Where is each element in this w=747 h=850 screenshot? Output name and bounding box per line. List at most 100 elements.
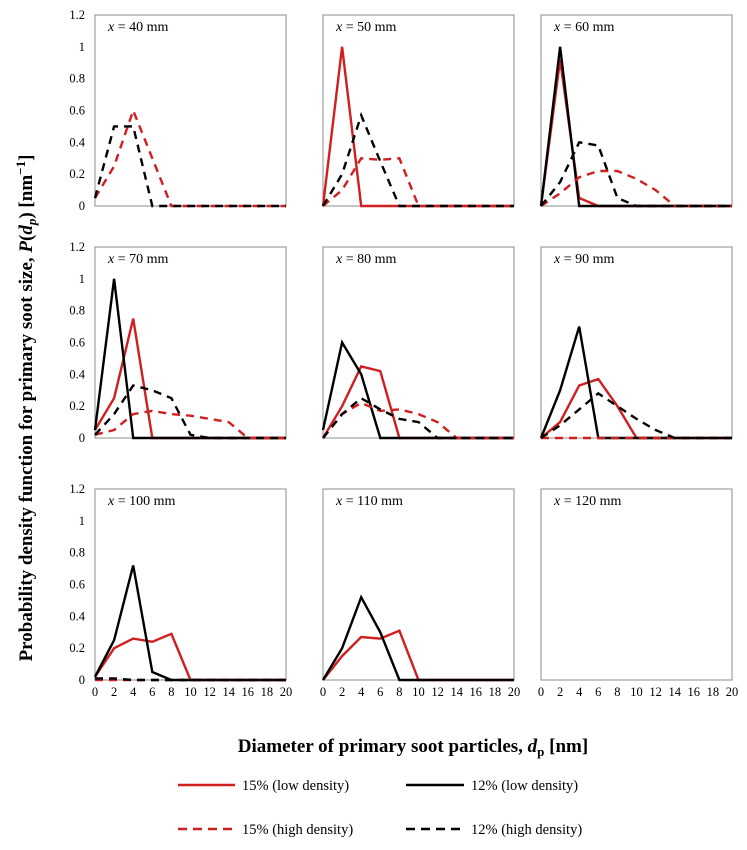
x-axis-title: Diameter of primary soot particles, dp [… (238, 736, 588, 759)
x-tick-label: 6 (595, 685, 601, 699)
y-tick-label: 0.2 (69, 167, 85, 181)
y-tick-label: 0.4 (69, 135, 85, 149)
x-tick-label: 4 (358, 685, 365, 699)
y-tick-label: 0.2 (69, 399, 85, 413)
x-tick-label: 18 (261, 685, 274, 699)
x-tick-label: 8 (168, 685, 174, 699)
panel-grid: 0 0.2 0.4 0.6 0.8 1 1.2 x = 40 mm x = 50 mm x = 6… (69, 8, 738, 699)
y-tick-label: 0.2 (69, 641, 85, 655)
series-line (94, 384, 286, 440)
y-tick-label: 0 (79, 673, 85, 687)
series-line (539, 326, 732, 440)
series-line (93, 318, 286, 440)
x-tick-label: 2 (339, 685, 345, 699)
x-tick-label: 6 (149, 685, 155, 699)
panel-frame (540, 488, 733, 681)
panel-frame (540, 246, 733, 439)
series-line (321, 46, 514, 208)
x-tick-label: 6 (377, 685, 383, 699)
series-line (540, 391, 732, 440)
y-axis-title: Probability density function for primary… (13, 155, 39, 662)
y-tick-label: 1 (79, 40, 85, 54)
panel-label: x = 80 mm (335, 252, 397, 267)
panel-5: x = 80 mm (321, 246, 515, 440)
x-tick-label: 10 (184, 685, 197, 699)
x-tick-label: 12 (649, 685, 662, 699)
series-line (540, 377, 732, 440)
panel-label: x = 100 mm (107, 494, 176, 509)
x-tick-label: 12 (431, 685, 444, 699)
series-line (93, 565, 286, 682)
y-tick-label: 0.8 (69, 546, 85, 560)
panel-label: x = 110 mm (335, 494, 403, 509)
series-line (95, 677, 286, 682)
panel-3: x = 60 mm (539, 14, 733, 208)
series-line (322, 401, 514, 440)
y-tick-label: 0.6 (69, 104, 85, 118)
series-line (322, 396, 514, 440)
series-line (540, 169, 732, 208)
y-tick-label: 1 (79, 272, 85, 286)
panel-frame (322, 14, 515, 207)
series-line (321, 111, 514, 208)
x-tick-label: 14 (450, 685, 463, 699)
panel-7: 00.20.40.60.811.20 2 4 6 8 10 12 14 16 18 20x = 10… (69, 482, 292, 699)
legend-label: 15% (high density) (242, 822, 353, 838)
panel-label: x = 40 mm (107, 20, 169, 35)
series-line (93, 125, 286, 208)
panel-frame (322, 488, 515, 681)
legend-label: 12% (high density) (471, 822, 582, 838)
y-tick-label: 1 (79, 514, 85, 528)
panel-frame (94, 14, 287, 207)
x-tick-label: 12 (203, 685, 216, 699)
x-tick-label: 20 (726, 685, 739, 699)
x-tick-label: 8 (614, 685, 620, 699)
legend: 15% (low density) 12% (low density) 15% (h… (178, 778, 582, 838)
y-tick-label: 1.2 (69, 8, 85, 22)
series-line (321, 339, 514, 440)
x-tick-label: 8 (396, 685, 402, 699)
panel-frame (322, 246, 515, 439)
y-tick-label: 0.8 (69, 72, 85, 86)
x-tick-label: 20 (508, 685, 521, 699)
panel-4: 0 0.2 0.4 0.6 0.8 1 1.2 x = 70 mm (69, 240, 287, 445)
panel-frame (540, 14, 733, 207)
x-tick-label: 0 (92, 685, 98, 699)
series-line (94, 632, 286, 682)
x-tick-label: 16 (470, 685, 483, 699)
panel-label: x = 90 mm (553, 252, 615, 267)
x-tick-label: 16 (242, 685, 255, 699)
series-line (539, 46, 732, 208)
y-tick-label: 0.6 (69, 336, 85, 350)
legend-label: 15% (low density) (242, 778, 349, 794)
panel-2: x = 50 mm (321, 14, 515, 208)
x-tick-label: 0 (320, 685, 326, 699)
legend-item: 15% (high density) (178, 822, 353, 838)
x-tick-label: 2 (111, 685, 117, 699)
panel-6: x = 90 mm (539, 246, 733, 440)
legend-item: 12% (high density) (406, 822, 582, 838)
x-tick-label: 16 (688, 685, 701, 699)
x-tick-label: 4 (576, 685, 583, 699)
series-line (540, 140, 732, 208)
legend-item: 12% (low density) (406, 778, 578, 794)
legend-item: 15% (low density) (178, 778, 349, 794)
x-tick-label: 0 (538, 685, 544, 699)
x-tick-label: 2 (557, 685, 563, 699)
y-tick-label: 0.6 (69, 578, 85, 592)
panel-1: 0 0.2 0.4 0.6 0.8 1 1.2 x = 40 mm (69, 8, 287, 213)
series-line (322, 629, 514, 682)
series-line (93, 278, 286, 440)
panel-9: 0 2 4 6 8 10 12 14 16 18 20 x = 120 mm (538, 488, 739, 699)
panel-8: 0 2 4 6 8 10 12 14 16 18 20 x = 110 mm (320, 488, 521, 699)
panel-frame (94, 488, 287, 681)
series-line (322, 157, 514, 208)
panel-label: x = 70 mm (107, 252, 169, 267)
y-tick-label: 1.2 (69, 482, 85, 496)
legend-label: 12% (low density) (471, 778, 578, 794)
y-tick-label: 0 (79, 199, 85, 213)
series-line (321, 365, 514, 440)
x-tick-label: 18 (489, 685, 502, 699)
panel-label: x = 50 mm (335, 20, 397, 35)
panel-frame (94, 246, 287, 439)
